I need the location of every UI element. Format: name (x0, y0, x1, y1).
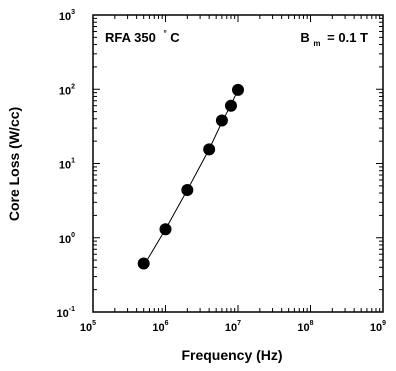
x-axis-title: Frequency (Hz) (181, 347, 282, 363)
data-point (232, 83, 244, 96)
y-tick-exponent: 0 (71, 232, 75, 239)
data-point (159, 223, 172, 236)
x-tick-base: 10 (297, 322, 309, 334)
plot-frame (92, 14, 384, 313)
x-tick-exponent: 9 (382, 320, 386, 327)
data-point (181, 183, 194, 196)
x-tick-label: 107 (225, 320, 241, 334)
x-tick-exponent: 8 (310, 320, 314, 327)
y-tick-base: 10 (59, 160, 71, 172)
y-axis-title: Core Loss (W/cc) (6, 107, 22, 221)
y-tick-base: 10 (59, 85, 71, 97)
data-point (224, 99, 237, 112)
flux-value: = 0.1 T (327, 30, 368, 45)
y-tick-exponent: 1 (71, 158, 75, 165)
x-tick-base: 10 (80, 322, 92, 334)
x-tick-base: 10 (225, 322, 237, 334)
flux-symbol: B (300, 30, 309, 45)
y-tick-exponent: -1 (69, 306, 75, 313)
x-tick-exponent: 7 (237, 320, 241, 327)
x-tick-label: 105 (80, 320, 96, 334)
y-tick-base: 10 (57, 308, 69, 320)
x-tick-label: 106 (152, 320, 168, 334)
temp-unit: C (170, 30, 180, 45)
data-point (215, 114, 228, 127)
x-tick-label: 109 (370, 320, 386, 334)
y-tick-label: 101 (59, 158, 75, 172)
x-tick-exponent: 5 (92, 320, 96, 327)
y-tick-label: 103 (59, 9, 75, 23)
y-tick-base: 10 (59, 234, 71, 246)
x-tick-base: 10 (370, 322, 382, 334)
x-tick-label: 108 (297, 320, 313, 334)
data-point (203, 143, 216, 156)
flux-annotation: B m = 0.1 T (300, 30, 368, 49)
y-tick-exponent: 3 (71, 9, 75, 16)
y-tick-exponent: 2 (71, 83, 75, 90)
x-tick-exponent: 6 (165, 320, 169, 327)
x-tick-base: 10 (152, 322, 164, 334)
y-tick-label: 100 (59, 232, 75, 246)
ticks-layer (92, 15, 383, 313)
flux-subscript: m (313, 39, 320, 48)
material-annotation: RFA 350 ° C (105, 24, 180, 45)
y-tick-label: 102 (59, 83, 75, 97)
temp-degree: ° (163, 29, 166, 38)
y-tick-base: 10 (59, 11, 71, 23)
y-tick-label: 10-1 (57, 306, 76, 320)
material-label: RFA 350 (105, 30, 156, 45)
data-point (137, 257, 150, 270)
points-layer (137, 83, 244, 270)
